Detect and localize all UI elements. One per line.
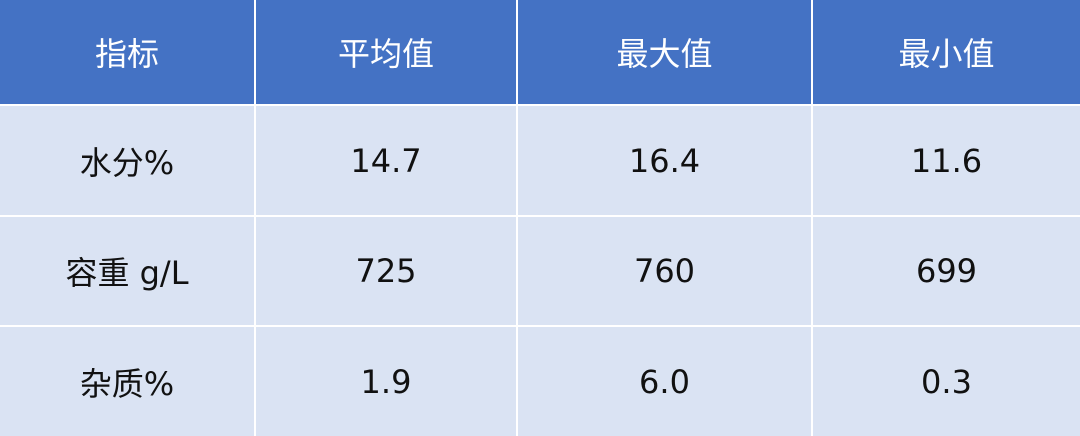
header-indicator: 指标 [0,0,256,107]
header-row: 指标 平均值 最大值 最小值 [0,0,1080,107]
cell-min: 699 [811,214,1080,328]
cell-average: 14.7 [254,104,518,217]
cell-min: 11.6 [811,104,1080,217]
table-row: 杂质% 1.9 6.0 0.3 [0,325,1080,436]
cell-min: 0.3 [811,325,1080,436]
table-row: 容重 g/L 725 760 699 [0,214,1080,328]
cell-indicator: 容重 g/L [0,214,256,328]
cell-indicator: 杂质% [0,325,256,436]
cell-average: 725 [254,214,518,328]
header-min: 最小值 [811,0,1080,107]
cell-max: 16.4 [516,104,813,217]
header-average: 平均值 [254,0,518,107]
cell-indicator: 水分% [0,104,256,217]
cell-max: 760 [516,214,813,328]
table-row: 水分% 14.7 16.4 11.6 [0,104,1080,217]
cell-average: 1.9 [254,325,518,436]
header-max: 最大值 [516,0,813,107]
cell-max: 6.0 [516,325,813,436]
